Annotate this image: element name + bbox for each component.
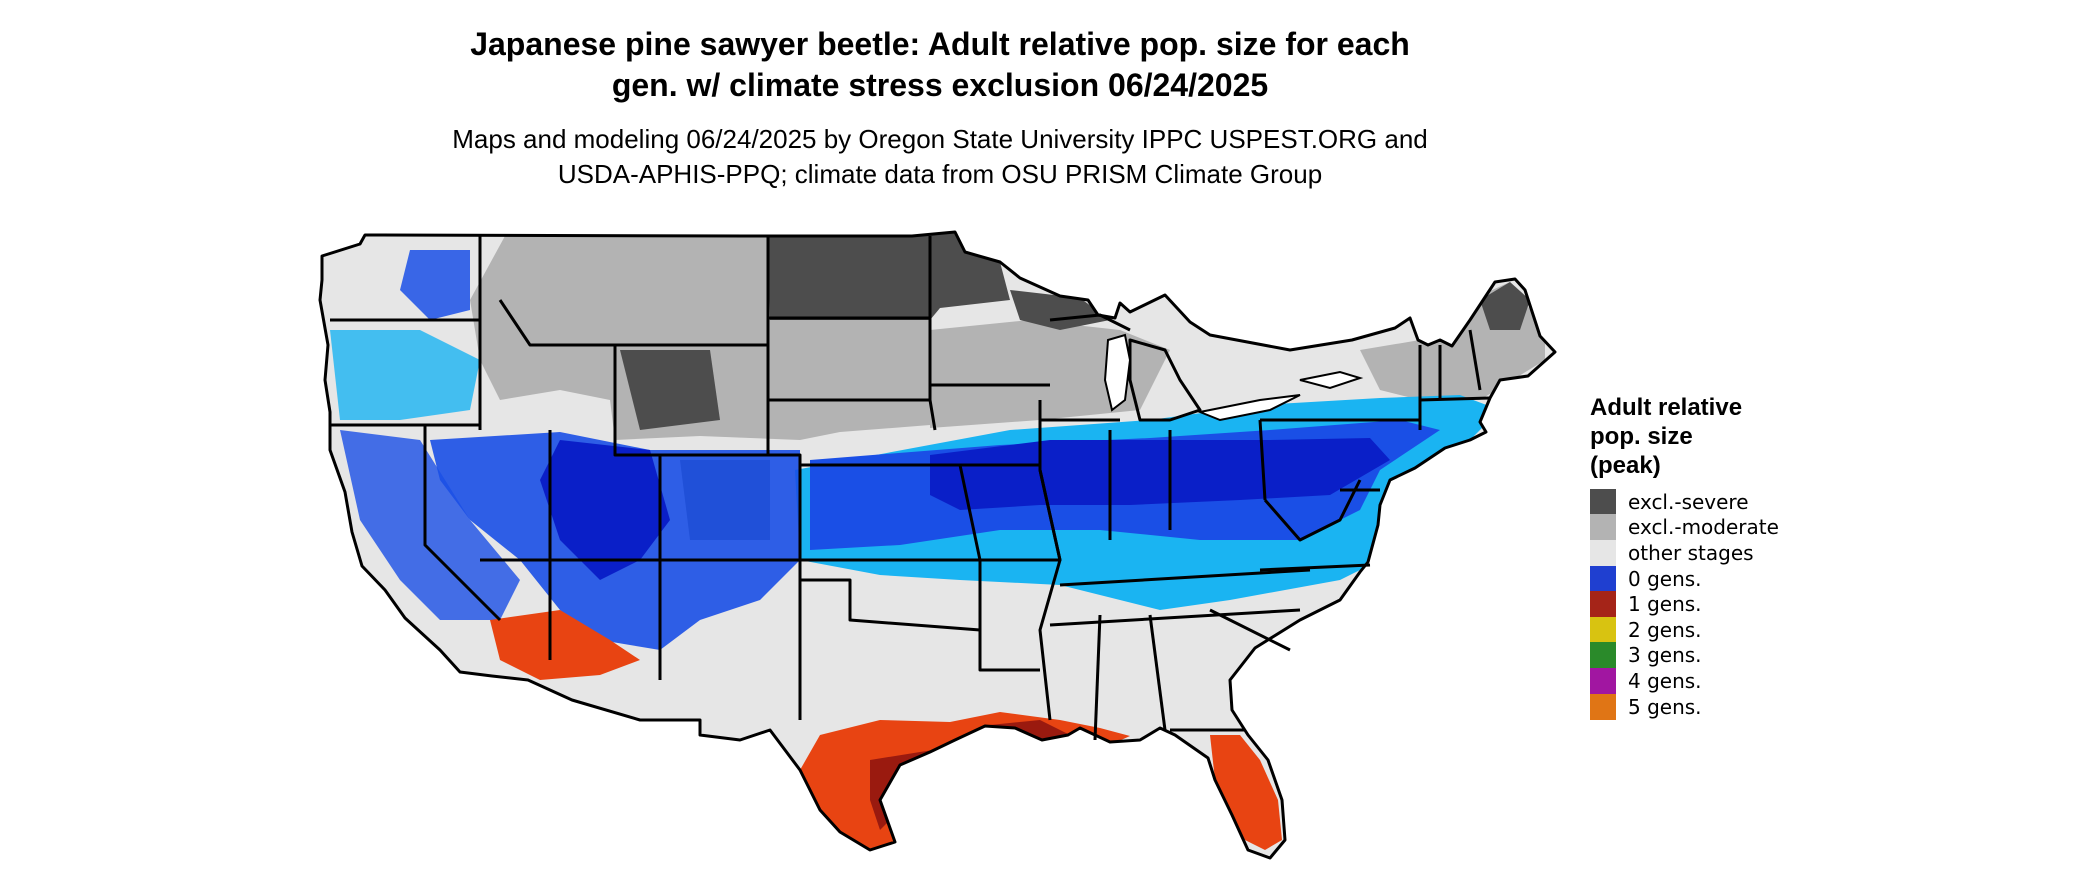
legend-item-4-gens: 4 gens.	[1590, 667, 1790, 694]
legend-swatch	[1590, 642, 1616, 669]
lake-erie	[1196, 394, 1301, 422]
legend-swatch	[1590, 693, 1616, 720]
legend-title: Adult relative pop. size (peak)	[1590, 393, 1790, 480]
legend-label: 4 gens.	[1628, 668, 1702, 693]
zone-1-gens-florida	[1210, 735, 1282, 850]
legend: Adult relative pop. size (peak) excl.-se…	[1590, 393, 1790, 720]
zone-excl-severe-wyoming	[620, 350, 720, 430]
legend-swatch	[1590, 488, 1616, 515]
title-line-2: gen. w/ climate stress exclusion 06/24/2…	[611, 67, 1269, 103]
legend-item-3-gens: 3 gens.	[1590, 642, 1790, 669]
legend-swatch	[1590, 667, 1616, 694]
legend-swatch	[1590, 591, 1616, 618]
legend-label: 0 gens.	[1628, 566, 1702, 591]
border-mississippi	[1038, 400, 1062, 721]
legend-label: excl.-moderate	[1628, 515, 1779, 540]
border-al-ga	[1148, 614, 1167, 731]
legend-label: 1 gens.	[1628, 592, 1702, 617]
legend-item-2-gens: 2 gens.	[1590, 616, 1790, 643]
legend-items: excl.-severe excl.-moderate other stages…	[1590, 488, 1790, 720]
zone-0-gens-pnw-dark	[400, 250, 470, 320]
zone-1-gens-louisiana-dark	[990, 720, 1070, 742]
border-tn-south	[1049, 608, 1301, 627]
subtitle-line-1: Maps and modeling 06/24/2025 by Oregon S…	[452, 124, 1428, 154]
zone-1-gens-arizona	[490, 610, 640, 680]
border-ma	[1419, 396, 1491, 402]
conus-outline	[318, 230, 1557, 860]
great-lakes	[1103, 333, 1364, 422]
legend-item-other-stages: other stages	[1590, 539, 1790, 566]
legend-title-line-1: Adult relative	[1590, 394, 1743, 421]
zone-excl-severe-wisconsin	[1010, 290, 1110, 330]
legend-label: 5 gens.	[1628, 694, 1702, 719]
zone-excl-severe-maine	[1480, 282, 1530, 330]
legend-title-line-3: (peak)	[1590, 452, 1661, 479]
border-oh-pa	[1258, 419, 1267, 501]
border-wv-va	[1263, 479, 1362, 542]
legend-label: 2 gens.	[1628, 617, 1702, 642]
legend-swatch	[1590, 565, 1616, 592]
border-va-nc	[1259, 563, 1371, 572]
border-ok-tx	[800, 560, 982, 632]
legend-label: other stages	[1628, 540, 1754, 565]
legend-title-line-2: pop. size	[1590, 423, 1693, 450]
legend-item-excl-severe: excl.-severe	[1590, 488, 1790, 515]
legend-item-excl-moderate: excl.-moderate	[1590, 514, 1790, 541]
border-ms-al	[1093, 614, 1102, 741]
lake-michigan	[1103, 333, 1132, 412]
border-ar-la	[978, 630, 1040, 672]
lake-ontario	[1299, 370, 1364, 390]
map-subtitle: Maps and modeling 06/24/2025 by Oregon S…	[0, 122, 1880, 192]
legend-item-5-gens: 5 gens.	[1590, 693, 1790, 720]
border-mt-south	[498, 299, 615, 347]
legend-label: 3 gens.	[1628, 643, 1702, 668]
zone-excl-severe-dakotas	[768, 232, 1010, 320]
map-title: Japanese pine sawyer beetle: Adult relat…	[0, 24, 1880, 106]
zone-0-gens-pnw	[330, 330, 480, 420]
zone-0-gens-california	[340, 430, 520, 620]
subtitle-line-2: USDA-APHIS-PPQ; climate data from OSU PR…	[557, 159, 1323, 189]
state-borders	[318, 230, 1557, 860]
border-me	[1468, 329, 1482, 391]
legend-item-0-gens: 0 gens.	[1590, 565, 1790, 592]
border-mi-lower	[1128, 338, 1202, 422]
legend-swatch	[1590, 616, 1616, 643]
legend-swatch	[1590, 514, 1616, 541]
zone-0-gens-west-dark	[540, 440, 670, 580]
border-nv-ca	[423, 425, 502, 622]
border-ga-sc	[1209, 608, 1291, 652]
border-ky-tn	[1059, 568, 1311, 587]
legend-swatch	[1590, 539, 1616, 566]
legend-item-1-gens: 1 gens.	[1590, 591, 1790, 618]
border-mi-upper	[1049, 313, 1131, 332]
title-line-1: Japanese pine sawyer beetle: Adult relat…	[470, 26, 1410, 62]
zone-1-gens-gulf	[800, 712, 1130, 850]
legend-label: excl.-severe	[1628, 489, 1749, 514]
